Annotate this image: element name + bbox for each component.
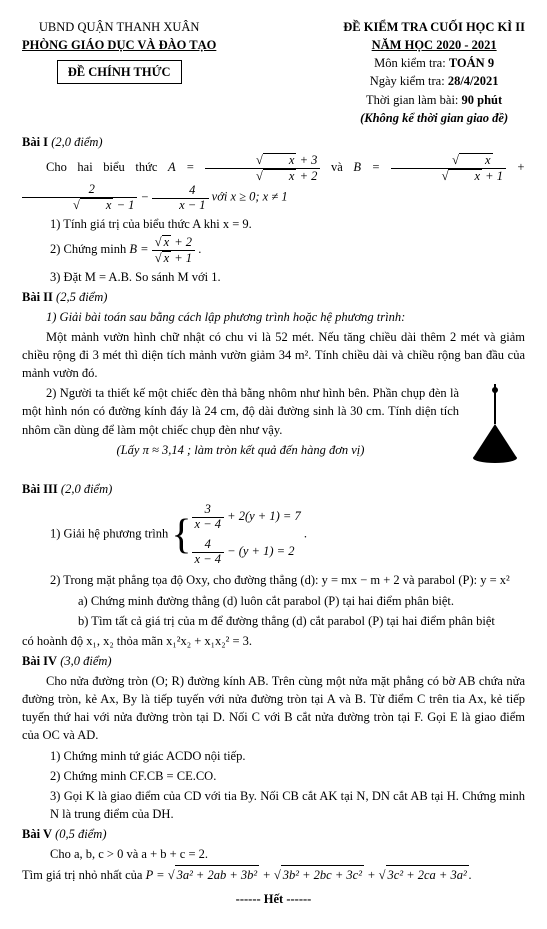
district: UBND QUẬN THANH XUÂN [22, 18, 216, 36]
b5-p1: Cho a, b, c > 0 và a + b + c = 2. [50, 845, 525, 863]
b1-intro-line: Cho hai biểu thức A = x + 3x + 2 và B = … [22, 153, 525, 213]
b2-2a: 2) Người ta thiết kế một chiếc đèn thả b… [22, 384, 525, 438]
b1-1: 1) Tính giá trị của biểu thức A khi x = … [50, 215, 525, 233]
b3-pts: (2,0 điểm) [61, 482, 112, 496]
b1-pts: (2,0 điểm) [51, 135, 102, 149]
b3-1: 1) Giải hệ phương trình { 3x − 4 + 2(y +… [50, 500, 525, 569]
end: ------ Hết ------ [22, 890, 525, 908]
exam-title: ĐỀ KIỂM TRA CUỐI HỌC KÌ II [343, 18, 525, 36]
b3-2: 2) Trong mặt phẳng tọa độ Oxy, cho đường… [50, 571, 525, 589]
b1-2: 2) Chứng minh B = x + 2x + 1 . [50, 235, 525, 266]
b2-1: 1) Giải bài toán sau bằng cách lập phươn… [22, 308, 525, 326]
b4-title: Bài IV [22, 654, 57, 668]
expr-A: A = x + 3x + 2 [168, 160, 331, 174]
duration-line: Thời gian làm bài: 90 phút [343, 91, 525, 109]
year: NĂM HỌC 2020 - 2021 [343, 36, 525, 54]
lamp-icon [465, 384, 525, 474]
system-eq: { 3x − 4 + 2(y + 1) = 7 4x − 4 − (y + 1)… [171, 500, 300, 569]
b5-title: Bài V [22, 827, 52, 841]
dept: PHÒNG GIÁO DỤC VÀ ĐÀO TẠO [22, 36, 216, 54]
b3-2a: a) Chứng minh đường thẳng (d) luôn cắt p… [78, 592, 525, 610]
b3-2b: b) Tìm tất cả giá trị của m để đường thẳ… [78, 612, 525, 630]
b4-1: 1) Chứng minh tứ giác ACDO nội tiếp. [50, 747, 525, 765]
b4-3: 3) Gọi K là giao điểm của CD với tia By.… [50, 787, 525, 823]
b2-1b: Một mảnh vườn hình chữ nhật có chu vi là… [22, 328, 525, 382]
subject-line: Môn kiểm tra: TOÁN 9 [343, 54, 525, 72]
date-line: Ngày kiểm tra: 28/4/2021 [343, 72, 525, 90]
b5-p2: Tìm giá trị nhỏ nhất của P = 3a² + 2ab +… [22, 865, 525, 884]
note: (Không kể thời gian giao đề) [343, 109, 525, 127]
b4-pts: (3,0 điểm) [60, 654, 111, 668]
b5-pts: (0,5 điểm) [55, 827, 106, 841]
expr-P: P = 3a² + 2ab + 3b² + 3b² + 2bc + 3c² + … [146, 868, 472, 882]
b4-2: 2) Chứng minh CF.CB = CE.CO. [50, 767, 525, 785]
b4-p1: Cho nửa đường tròn (O; R) đường kính AB.… [22, 672, 525, 745]
b2-2b: (Lấy π ≈ 3,14 ; làm tròn kết quả đến hàn… [22, 441, 525, 459]
b3-title: Bài III [22, 482, 58, 496]
b1-3: 3) Đặt M = A.B. So sánh M với 1. [50, 268, 525, 286]
b2-pts: (2,5 điểm) [56, 290, 107, 304]
b3-2c: có hoành độ x₁, x₂ thỏa mãn x₁²x₂ + x₁x₂… [22, 632, 525, 650]
official-box: ĐỀ CHÍNH THỨC [57, 60, 182, 84]
b1-title: Bài I [22, 135, 48, 149]
b2-title: Bài II [22, 290, 53, 304]
